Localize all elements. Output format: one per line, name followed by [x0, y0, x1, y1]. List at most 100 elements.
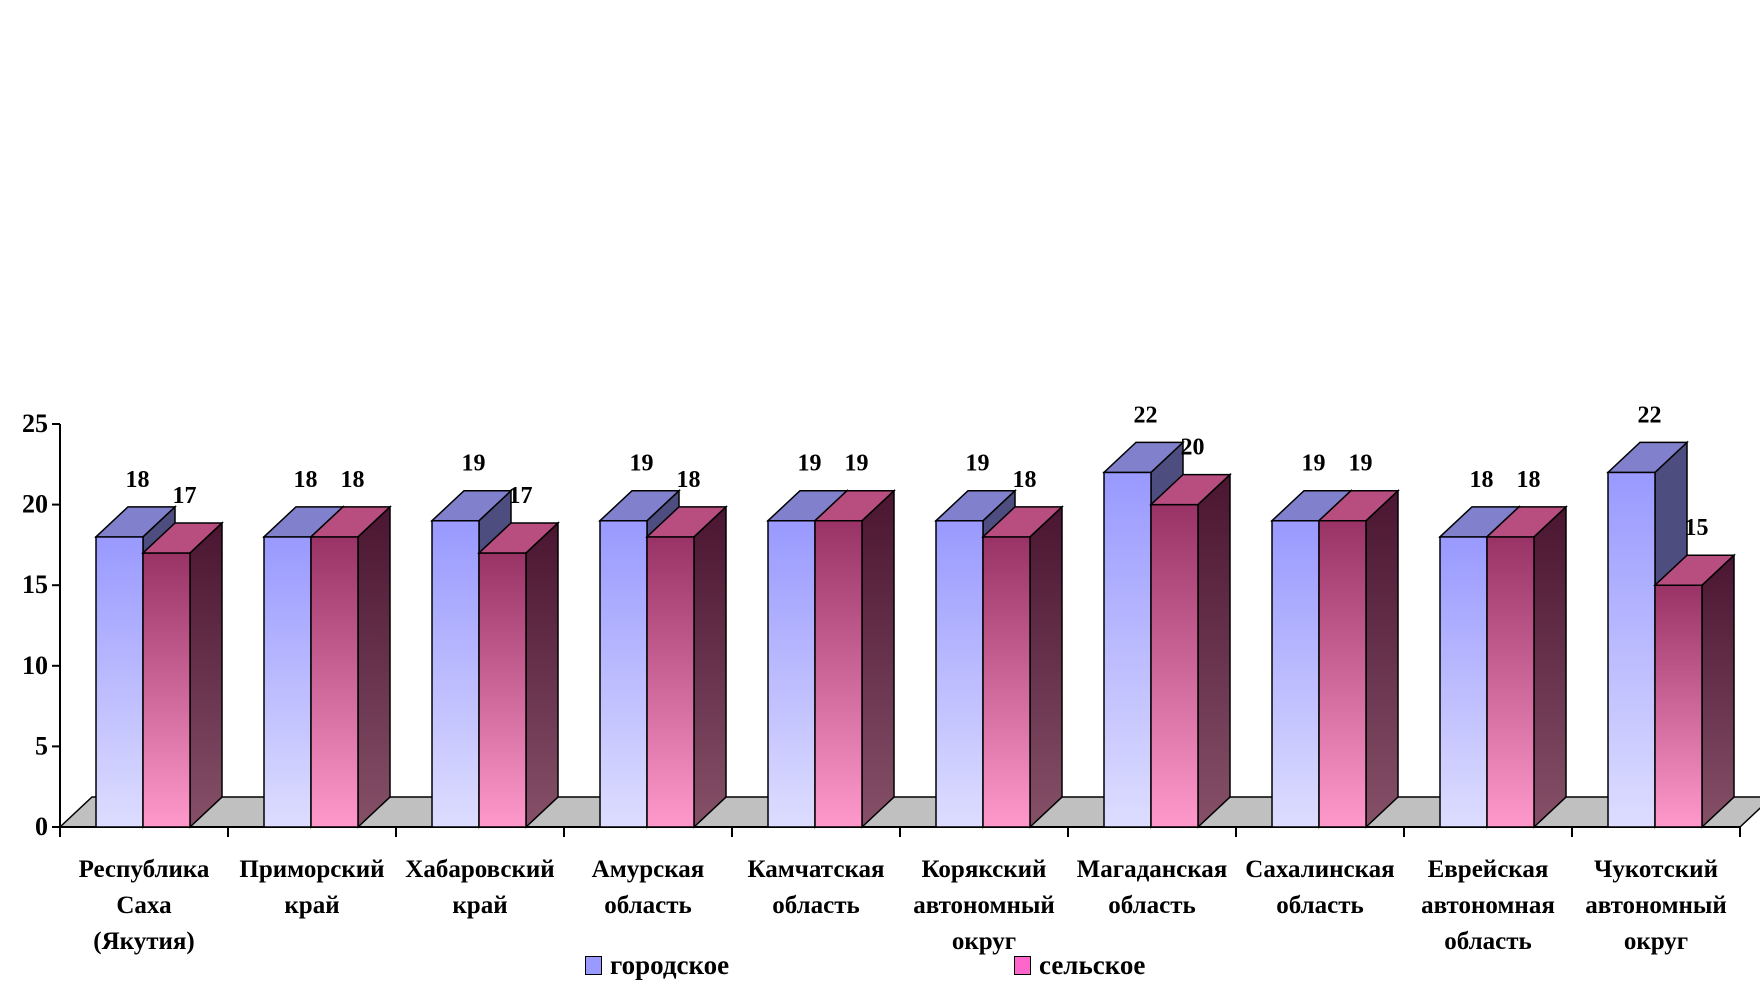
- data-label-urban: 19: [966, 451, 990, 477]
- x-category-label-line: Еврейская: [1428, 856, 1549, 883]
- y-tick-label: 25: [22, 409, 48, 438]
- bar-front-face: [142, 552, 191, 828]
- legend-label-urban: городское: [610, 950, 730, 980]
- data-label-urban: 22: [1638, 402, 1662, 428]
- bar-side-face: [189, 521, 223, 829]
- bar-front-face: [767, 519, 816, 828]
- bar-side-face: [1197, 472, 1231, 829]
- x-category-label: Амурская область: [592, 856, 705, 919]
- x-category-label-line: область: [604, 892, 692, 919]
- data-label-urban: 22: [1134, 402, 1158, 428]
- bar-side-face: [1029, 505, 1063, 829]
- bar-side-face: [861, 488, 895, 829]
- data-label-rural: 17: [509, 483, 533, 509]
- x-category-label-line: автономный: [1585, 892, 1727, 919]
- x-category-label-line: область: [1276, 892, 1364, 919]
- x-category-label-line: Амурская: [592, 856, 705, 883]
- x-category-label-line: (Якутия): [93, 928, 194, 955]
- bar-top-face: [645, 506, 728, 538]
- bar-top-face: [981, 506, 1064, 538]
- x-category-label-line: Корякский: [922, 856, 1047, 883]
- bar-side-face: [357, 505, 391, 829]
- y-tick-label: 0: [35, 812, 48, 841]
- bar-front-face: [599, 519, 648, 828]
- bar-front-face: [431, 519, 480, 828]
- data-label-urban: 18: [1470, 467, 1494, 493]
- x-category-label-line: Магаданская: [1077, 856, 1228, 883]
- x-category-label: Еврейская автономная область: [1421, 856, 1555, 955]
- bar-side-face: [525, 521, 559, 829]
- data-label-rural: 18: [341, 467, 365, 493]
- x-category-label-line: автономная: [1421, 892, 1555, 919]
- x-category-label-line: Чукотский: [1594, 856, 1718, 883]
- bar-side-face: [693, 505, 727, 829]
- legend-item-rural: сельское: [1014, 950, 1145, 981]
- x-category-label-line: область: [1108, 892, 1196, 919]
- x-category-label: Чукотский автономный округ: [1585, 856, 1727, 955]
- bar-front-face: [95, 536, 144, 828]
- bar-top-face: [598, 489, 681, 522]
- legend-swatch-urban: [585, 956, 602, 975]
- bar-front-face: [1486, 536, 1535, 828]
- bar-front-face: [1607, 471, 1656, 828]
- x-category-label-line: Приморский: [239, 856, 384, 883]
- bar-front-face: [1150, 503, 1199, 828]
- data-label-urban: 19: [1302, 451, 1326, 477]
- bar-top-face: [1485, 506, 1568, 538]
- bar-rural: [981, 505, 1064, 829]
- x-category-label-line: Саха: [116, 892, 172, 919]
- data-label-rural: 15: [1685, 515, 1709, 541]
- x-category-label: Сахалинская область: [1245, 856, 1394, 919]
- legend-label-rural: сельское: [1039, 950, 1146, 980]
- bar-front-face: [1654, 584, 1703, 828]
- bar-rural: [1485, 505, 1568, 829]
- x-category-label-line: Сахалинская: [1245, 856, 1394, 883]
- x-category-label: Хабаровский край: [405, 856, 554, 919]
- x-category-label-line: область: [772, 892, 860, 919]
- data-label-rural: 18: [1517, 467, 1541, 493]
- data-label-urban: 19: [462, 451, 486, 477]
- x-category-label-line: Республика: [79, 856, 210, 883]
- x-category-label-line: область: [1444, 928, 1532, 955]
- data-label-rural: 17: [173, 483, 197, 509]
- bar-front-face: [1439, 536, 1488, 828]
- bar-side-face: [1701, 553, 1735, 829]
- x-category-label: Республика Саха (Якутия): [79, 856, 210, 955]
- bar-front-face: [263, 536, 312, 828]
- bar-rural: [645, 505, 728, 829]
- bar-top-face: [813, 489, 896, 522]
- x-category-label: Магаданская область: [1077, 856, 1228, 919]
- x-category-label-line: край: [452, 892, 507, 919]
- x-category-label: Корякский автономный округ: [913, 856, 1055, 955]
- legend-swatch-rural: [1014, 956, 1031, 975]
- bar-top-face: [94, 506, 177, 538]
- bar-rural: [309, 505, 392, 829]
- bar-front-face: [478, 552, 527, 828]
- data-label-rural: 20: [1181, 435, 1205, 461]
- bar-side-face: [1533, 505, 1567, 829]
- bar-rural: [1317, 488, 1400, 829]
- bar-top-face: [1606, 441, 1689, 474]
- x-category-label-line: край: [284, 892, 339, 919]
- bar-front-face: [1318, 519, 1367, 828]
- bar-front-face: [1103, 471, 1152, 828]
- bar-front-face: [935, 519, 984, 828]
- data-label-rural: 19: [845, 451, 869, 477]
- y-tick-label: 15: [22, 570, 48, 599]
- bar-top-face: [1317, 489, 1400, 522]
- bar-rural: [141, 521, 224, 829]
- bar-front-face: [814, 519, 863, 828]
- bar-rural: [1149, 472, 1232, 829]
- bar-top-face: [141, 522, 224, 554]
- data-label-rural: 18: [677, 467, 701, 493]
- x-category-label-line: округ: [1624, 928, 1688, 955]
- bar-top-face: [934, 489, 1017, 522]
- bar-top-face: [1653, 554, 1736, 586]
- bar-side-face: [1365, 488, 1399, 829]
- bar-rural: [477, 521, 560, 829]
- data-label-urban: 19: [630, 451, 654, 477]
- data-label-urban: 18: [126, 467, 150, 493]
- data-label-urban: 19: [798, 451, 822, 477]
- data-label-rural: 19: [1349, 451, 1373, 477]
